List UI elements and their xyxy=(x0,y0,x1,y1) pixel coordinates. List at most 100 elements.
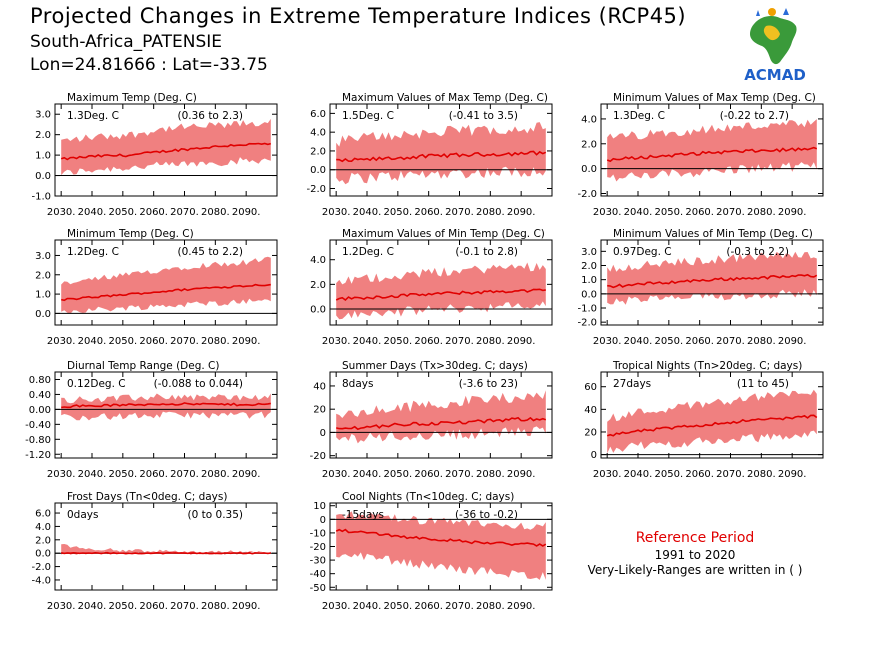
y-tick-label: -2.0 xyxy=(31,562,51,573)
x-tick-label: 2040. xyxy=(78,469,107,480)
y-tick-label: 1.0 xyxy=(35,290,51,301)
x-tick-label: 2070. xyxy=(170,469,199,480)
x-tick-label: 2060. xyxy=(414,336,443,347)
y-tick-label: 0.40 xyxy=(29,390,51,401)
y-tick-label: 2.0 xyxy=(310,146,326,157)
x-tick-label: 2050. xyxy=(655,336,684,347)
chart-panel: -4.0 -2.0 0.0 2.0 4.0 6.0 2030. 2040. 2050. 2060.… xyxy=(31,491,278,612)
mean-line xyxy=(335,288,546,302)
page-title: Projected Changes in Extreme Temperature… xyxy=(30,4,687,28)
reference-period-years: 1991 to 2020 xyxy=(654,548,736,562)
y-tick-label: -10 xyxy=(310,528,326,539)
y-tick-label: 20 xyxy=(584,427,597,438)
likely-range-label: (0 to 0.35) xyxy=(188,509,243,521)
y-tick-label: -40 xyxy=(310,569,326,580)
chart-panel: 0 20 40 60 2030. 2040. 2050. 2060. 2070. 2080. 209… xyxy=(584,360,824,480)
mean-change-label: 0.12Deg. C xyxy=(67,378,126,390)
y-tick-label: -0.40 xyxy=(25,420,51,431)
x-tick-label: 2070. xyxy=(445,207,474,218)
x-tick-label: 2070. xyxy=(170,207,199,218)
chart-panel: -1.20 -0.80 -0.40 0.00 0.40 0.80 2030. 2040. 205… xyxy=(25,360,278,480)
x-tick-label: 2090. xyxy=(232,336,261,347)
x-tick-label: 2090. xyxy=(778,207,807,218)
mean-line xyxy=(61,402,271,409)
y-tick-label: -1.0 xyxy=(31,192,51,203)
likely-range-label: (0.45 to 2.2) xyxy=(178,246,244,258)
range-band xyxy=(607,251,817,305)
y-tick-label: 3.0 xyxy=(581,247,597,258)
x-tick-label: 2090. xyxy=(232,207,261,218)
x-tick-label: 2070. xyxy=(445,336,474,347)
y-tick-label: 3.0 xyxy=(35,251,51,262)
x-tick-label: 2070. xyxy=(716,336,745,347)
x-tick-label: 2030. xyxy=(322,469,351,480)
y-tick-label: 0 xyxy=(591,450,597,461)
range-band xyxy=(336,262,546,320)
y-tick-label: 6.0 xyxy=(35,509,51,520)
x-tick-label: 2050. xyxy=(109,336,138,347)
chart-panel: 0.0 1.0 2.0 3.0 2030. 2040. 2050. 2060. 2070. 208… xyxy=(35,228,278,347)
range-band xyxy=(61,393,271,421)
y-tick-label: 20 xyxy=(313,405,326,416)
plot-frame xyxy=(54,371,278,459)
mean-change-label: 0days xyxy=(67,509,98,521)
logo-text: ACMAD xyxy=(744,66,806,84)
reference-range-note: Very-Likely-Ranges are written in ( ) xyxy=(587,563,803,577)
x-tick-label: 2090. xyxy=(778,469,807,480)
x-tick-label: 2050. xyxy=(109,601,138,612)
likely-range-label: (-3.6 to 23) xyxy=(459,378,518,390)
x-tick-label: 2090. xyxy=(507,469,536,480)
x-tick-label: 2070. xyxy=(716,469,745,480)
likely-range-label: (0.36 to 2.3) xyxy=(178,110,244,122)
x-tick-label: 2060. xyxy=(139,469,168,480)
plot-frame xyxy=(329,371,553,459)
x-tick-label: 2030. xyxy=(322,601,351,612)
x-tick-label: 2060. xyxy=(685,207,714,218)
chart-title: Maximum Values of Max Temp (Deg. C) xyxy=(342,92,548,104)
x-tick-label: 2080. xyxy=(747,336,776,347)
x-tick-label: 2080. xyxy=(201,601,230,612)
y-tick-label: 0 xyxy=(320,515,326,526)
x-tick-label: 2060. xyxy=(139,601,168,612)
plot-frame xyxy=(54,103,278,197)
range-band xyxy=(61,118,271,176)
y-tick-label: 1.0 xyxy=(581,275,597,286)
x-tick-label: 2040. xyxy=(353,601,382,612)
x-tick-label: 2080. xyxy=(476,469,505,480)
mean-change-label: 27days xyxy=(613,378,651,390)
y-tick-label: 0.0 xyxy=(35,309,51,320)
mean-change-label: -15days xyxy=(342,509,384,521)
x-tick-label: 2060. xyxy=(685,469,714,480)
mean-line xyxy=(606,146,818,163)
x-tick-label: 2090. xyxy=(778,336,807,347)
chart-title: Frost Days (Tn<0deg. C; days) xyxy=(67,491,227,503)
x-tick-label: 2090. xyxy=(507,601,536,612)
chart-title: Diurnal Temp Range (Deg. C) xyxy=(67,360,219,372)
x-tick-label: 2080. xyxy=(747,207,776,218)
mean-change-label: 1.2Deg. C xyxy=(67,246,119,258)
plot-frame xyxy=(600,103,824,197)
x-tick-label: 2030. xyxy=(47,336,76,347)
y-tick-label: -2.0 xyxy=(577,318,597,329)
y-tick-label: 4.0 xyxy=(310,128,326,139)
x-tick-label: 2080. xyxy=(476,601,505,612)
y-tick-label: 0.0 xyxy=(35,549,51,560)
y-tick-label: -20 xyxy=(310,542,326,553)
chart-panel: -20 0 20 40 2030. 2040. 2050. 2060. 2070. 2080. 20… xyxy=(310,360,553,480)
y-tick-label: 2.0 xyxy=(35,130,51,141)
x-tick-label: 2080. xyxy=(201,207,230,218)
mean-line xyxy=(335,528,547,547)
range-band xyxy=(336,390,546,444)
chart-panel: -1.0 0.0 1.0 2.0 3.0 2030. 2040. 2050. 2060. 2070… xyxy=(31,92,278,218)
mean-line xyxy=(61,283,271,302)
x-tick-label: 2040. xyxy=(624,336,653,347)
mean-change-label: 1.5Deg. C xyxy=(342,110,394,122)
y-tick-label: 0 xyxy=(320,428,326,439)
station-name: South-Africa_PATENSIE xyxy=(30,32,223,52)
x-tick-label: 2050. xyxy=(655,469,684,480)
x-tick-label: 2090. xyxy=(232,469,261,480)
reference-period-title: Reference Period xyxy=(635,530,755,546)
y-tick-label: 4.0 xyxy=(581,114,597,125)
plot-frame xyxy=(600,239,824,326)
